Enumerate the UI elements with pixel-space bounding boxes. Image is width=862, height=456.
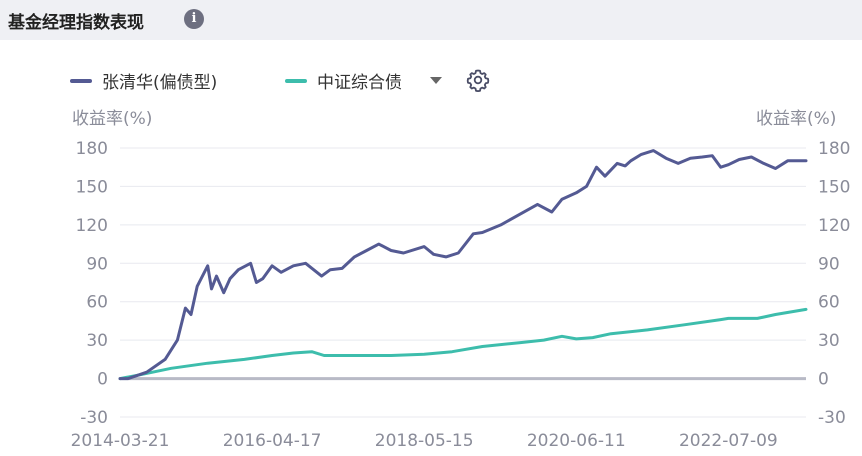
series-lines <box>118 149 808 381</box>
y-left-tick-label: -30 <box>80 408 108 428</box>
y-left-tick-label: 180 <box>76 139 108 159</box>
grid-lines <box>120 147 806 418</box>
y-right-tick-label: 60 <box>818 293 840 313</box>
y-axis-left-ticks: -30 0 30 60 90 120 150 180 <box>76 139 108 428</box>
y-axis-left-title: 收益率(%) <box>72 109 153 129</box>
caret-down-icon[interactable] <box>430 77 442 84</box>
y-right-tick-label: 120 <box>818 216 850 236</box>
y-right-tick-label: 90 <box>818 254 840 274</box>
x-axis-ticks: 2014-03-21 2016-04-17 2018-05-15 2020-06-11… <box>71 431 778 451</box>
y-right-tick-label: 0 <box>818 370 829 390</box>
section-title: 基金经理指数表现 <box>8 13 144 33</box>
y-right-tick-label: 30 <box>818 331 840 351</box>
legend-label-series1: 张清华(偏债型) <box>102 73 218 93</box>
legend-swatch-series1 <box>70 79 92 83</box>
series-line-2 <box>118 307 808 381</box>
y-left-tick-label: 30 <box>86 331 108 351</box>
x-tick-label: 2018-05-15 <box>375 431 474 451</box>
y-axis-right-title: 收益率(%) <box>756 109 837 129</box>
info-icon[interactable]: i <box>184 9 204 29</box>
y-right-tick-label: -30 <box>818 408 846 428</box>
x-tick-label: 2014-03-21 <box>71 431 170 451</box>
y-left-tick-label: 120 <box>76 216 108 236</box>
y-right-tick-label: 150 <box>818 177 850 197</box>
x-tick-label: 2022-07-09 <box>679 431 778 451</box>
y-axis-right-ticks: -30 0 30 60 90 120 150 180 <box>818 139 850 428</box>
chart-legend: 张清华(偏债型) 中证综合债 <box>0 66 862 94</box>
x-tick-label: 2020-06-11 <box>527 431 626 451</box>
legend-swatch-series2 <box>285 79 307 83</box>
y-left-tick-label: 90 <box>86 254 108 274</box>
section-header: 基金经理指数表现 i <box>0 0 862 40</box>
y-left-tick-label: 150 <box>76 177 108 197</box>
x-tick-label: 2016-04-17 <box>223 431 322 451</box>
series-line-1 <box>118 149 808 381</box>
gear-icon[interactable] <box>466 68 490 97</box>
legend-label-series2: 中证综合债 <box>317 73 402 93</box>
y-left-tick-label: 0 <box>97 370 108 390</box>
y-left-tick-label: 60 <box>86 293 108 313</box>
y-right-tick-label: 180 <box>818 139 850 159</box>
